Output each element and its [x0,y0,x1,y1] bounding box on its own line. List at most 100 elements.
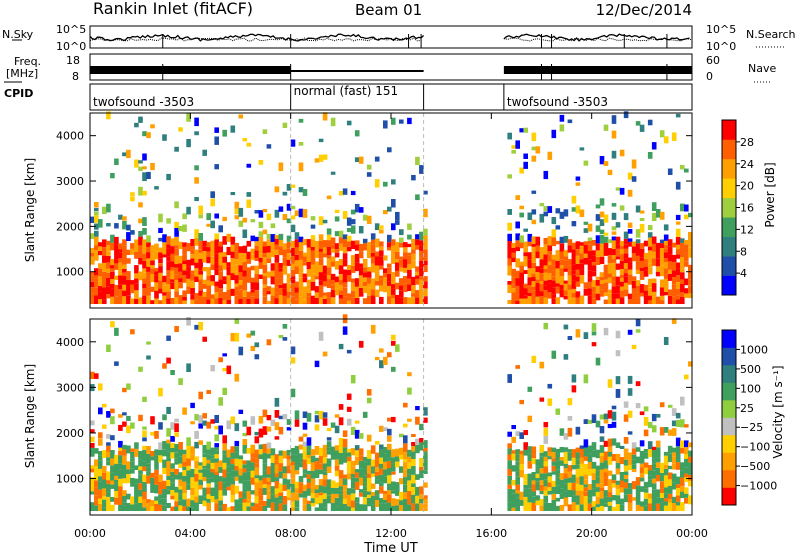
radar-cell [615,236,621,245]
radar-cell [411,474,416,484]
radar-cell [178,255,183,264]
radar-cell [166,284,171,292]
radar-cell [214,454,219,459]
radar-cell [186,484,191,490]
radar-cell [246,142,252,147]
radar-cell [671,132,677,141]
radar-cell [655,503,661,511]
radar-cell [551,465,557,472]
radar-cell [615,480,621,485]
radar-cell [611,421,617,428]
radar-cell [583,471,589,475]
radar-cell [603,264,609,273]
radar-cell [579,463,585,468]
radar-cell [387,502,392,511]
radar-cell [535,481,541,491]
radar-cell [623,451,629,460]
radar-cell [138,297,143,304]
radar-cell [407,223,412,230]
radar-cell [535,266,541,273]
radar-cell [90,300,95,304]
radar-cell [178,278,183,283]
radar-cell [399,290,404,298]
radar-cell [595,487,601,492]
radar-cell [250,235,256,242]
radar-cell [407,497,412,505]
radar-cell [234,215,240,220]
radar-cell [675,501,681,506]
radar-cell [539,213,545,223]
radar-cell [419,486,424,495]
radar-cell [623,258,629,264]
cpid-segment-label: normal (fast) 151 [294,84,398,98]
radar-cell [214,281,219,287]
velocity-heatmap [90,314,693,515]
radar-cell [684,253,689,262]
power-colorbar-tick-label: 12 [740,223,754,236]
radar-cell [338,290,344,295]
radar-cell [599,474,605,479]
radar-cell [379,275,384,280]
radar-cell [358,267,364,276]
radar-cell [154,500,159,504]
radar-cell [595,504,601,508]
radar-cell [403,283,408,293]
radar-cell [399,256,404,260]
radar-cell [362,475,368,483]
radar-cell [222,300,227,304]
radar-cell [238,114,244,119]
radar-cell [122,284,127,291]
radar-cell [90,468,95,473]
velocity-colorbar-swatch [722,382,736,401]
radar-cell [527,453,533,457]
radar-cell [126,149,131,159]
radar-cell [162,242,167,247]
radar-cell [242,229,248,238]
radar-cell [527,488,533,494]
radar-cell [567,336,573,340]
power-colorbar-swatch [722,158,736,179]
radar-cell [383,453,388,462]
radar-cell [326,447,332,451]
radar-cell [346,473,352,480]
radar-cell [94,245,99,251]
radar-cell [411,483,416,487]
radar-cell [230,446,236,453]
radar-cell [391,179,396,185]
radar-cell [90,272,95,276]
radar-cell [615,330,621,339]
radar-cell [507,448,512,455]
radar-cell [206,267,211,276]
radar-cell [583,491,589,497]
radar-cell [146,463,151,468]
radar-cell [543,502,549,511]
radar-cell [290,291,296,297]
radar-cell [98,268,103,277]
radar-cell [342,253,348,260]
radar-cell [419,250,424,258]
radar-cell [298,118,304,123]
radar-cell [631,284,637,289]
radar-cell [535,466,541,470]
radar-cell [326,255,332,259]
radar-cell [122,290,127,297]
radar-cell [98,250,103,256]
radar-cell [651,463,657,471]
radar-cell [94,236,99,246]
radar-cell [659,211,665,220]
radar-cell [407,117,412,125]
radar-cell [659,248,665,257]
radar-cell [603,289,609,293]
radar-cell [286,459,292,466]
power-colorbar-swatch [722,178,736,199]
radar-cell [318,280,324,286]
radar-cell [531,446,537,455]
radar-cell [391,223,396,231]
radar-cell [543,170,549,180]
radar-cell [194,430,199,439]
radar-cell [684,204,689,212]
radar-cell [330,289,336,298]
radar-cell [198,423,203,429]
radar-cell [238,497,244,504]
radar-cell [531,491,537,497]
